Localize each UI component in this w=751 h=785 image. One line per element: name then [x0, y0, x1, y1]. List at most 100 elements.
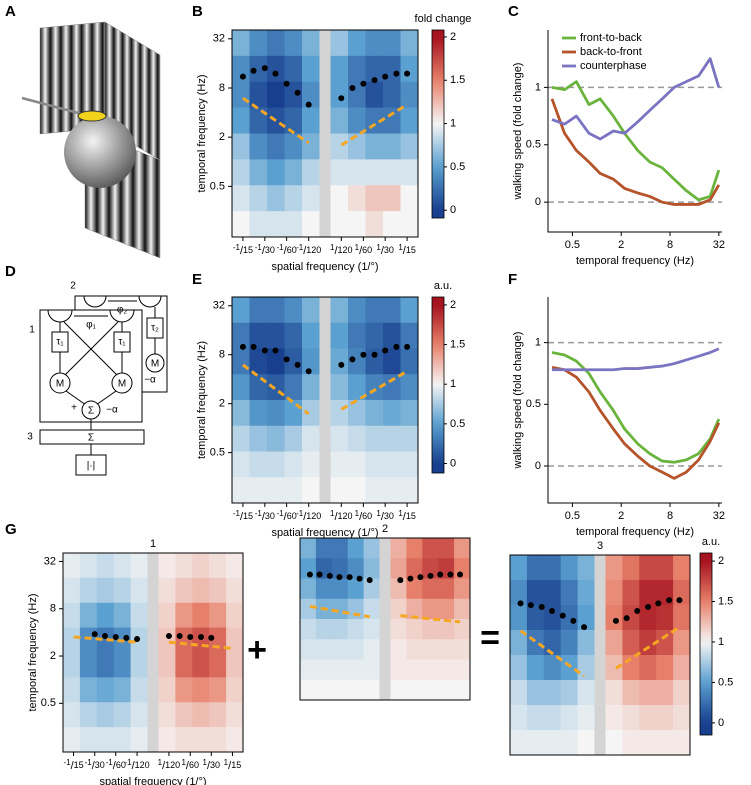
heatmap-cell — [348, 159, 366, 186]
heatmap-cell — [605, 605, 623, 631]
colorbar-tick-label: 1 — [450, 117, 456, 129]
peak-dot — [581, 624, 588, 631]
peak-dot — [634, 608, 641, 615]
heatmap-cell — [175, 553, 193, 579]
heatmap-cell — [560, 655, 578, 681]
heatmap-cell — [113, 577, 131, 604]
heatmap-cell — [510, 705, 528, 731]
x-tick-label: -1/30 — [255, 509, 275, 523]
heatmap-cell — [347, 619, 364, 640]
peak-dot — [393, 343, 400, 350]
illustration-a — [21, 21, 161, 259]
heatmap-cell — [406, 578, 423, 600]
heatmap-cell — [510, 730, 528, 756]
heatmap-cell — [438, 679, 455, 701]
heatmap-cell — [330, 451, 349, 478]
heatmap-cell — [605, 655, 623, 681]
heatmap-cell — [330, 211, 349, 238]
sign: + — [71, 403, 77, 414]
heatmap-cell — [363, 598, 380, 620]
panel-label: F — [508, 271, 517, 288]
heatmap-cell — [300, 538, 317, 559]
x-tick-label: 1/30 — [376, 509, 394, 523]
heatmap-cell — [383, 297, 401, 324]
heatmap-cell — [365, 185, 384, 212]
heatmap-cell — [454, 538, 471, 559]
heatmap-cell — [406, 659, 423, 681]
center-gap — [147, 553, 159, 752]
y-tick-label: 8 — [219, 82, 225, 94]
y-tick-label: 8 — [50, 603, 56, 615]
heatmap-cell — [365, 322, 384, 349]
heatmap-cell — [390, 619, 407, 640]
heatmap-cell — [226, 602, 244, 629]
heatmap-cell — [622, 630, 640, 656]
y-tick-label: 0.5 — [41, 697, 56, 709]
tether — [21, 96, 83, 116]
heatmap-cell — [543, 580, 562, 606]
heatmap-cell — [438, 639, 455, 660]
heatmap-cell — [656, 680, 674, 706]
plus-sign: + — [247, 631, 267, 669]
heatmap-cell — [249, 322, 268, 349]
heatmap-cell — [226, 627, 244, 653]
heatmap-cell — [390, 558, 407, 579]
heatmap-cell — [267, 477, 285, 504]
heatmap-cell — [400, 55, 419, 83]
x-tick-label: -1/30 — [255, 243, 275, 257]
heatmap-cell — [347, 679, 364, 701]
peak-dot — [346, 574, 353, 581]
heatmap-cell — [577, 580, 595, 606]
heatmap-cell — [192, 553, 210, 579]
heatmap-cell — [330, 477, 349, 504]
heatmap-cell — [673, 705, 691, 731]
heatmap-cell — [63, 727, 81, 753]
colorbar-tick-label: 2 — [450, 31, 456, 43]
heatmap-cell — [130, 677, 148, 703]
stage-label: 2 — [70, 281, 76, 292]
x-tick-label: 2 — [618, 239, 624, 251]
heatmap-cell — [348, 30, 366, 57]
peak-dot — [349, 84, 356, 91]
heatmap-cell — [365, 400, 384, 427]
heatmap-cell — [192, 727, 210, 753]
heatmap-cell — [347, 639, 364, 660]
heatmap-cell — [96, 702, 115, 728]
heatmap-cell — [560, 605, 578, 631]
heatmap-cell — [543, 555, 562, 581]
trend-line — [242, 363, 310, 416]
tau-label: τ₁ — [56, 337, 64, 348]
peak-dot — [371, 351, 378, 358]
peak-dot — [382, 347, 389, 354]
y-tick-label: 32 — [213, 33, 225, 45]
x-tick-label: 1/30 — [376, 243, 394, 257]
heatmap-cell — [605, 680, 623, 706]
y-tick-label: 0.5 — [210, 447, 225, 459]
heatmap-cell — [300, 619, 317, 640]
heatmap-cell — [192, 577, 210, 604]
peak-dot — [360, 351, 367, 358]
chart-title: 3 — [597, 540, 603, 552]
heatmap-cell — [347, 659, 364, 681]
heatmap-cell — [639, 580, 657, 606]
heatmap-cell — [249, 425, 268, 452]
heatmap-cell — [560, 630, 578, 656]
colorbar-tick-label: 0.5 — [450, 161, 465, 173]
heatmap-cell — [249, 477, 268, 504]
heatmap-cell — [330, 297, 349, 324]
heatmap-cell — [365, 348, 384, 375]
heatmap-cell — [158, 652, 176, 678]
heatmap-cell — [510, 605, 528, 631]
heatmap-cell — [390, 639, 407, 660]
heatmap-cell — [302, 322, 320, 349]
heatmap-cell — [422, 598, 439, 620]
heatmap-cell — [656, 730, 674, 756]
heatmap-cell — [454, 578, 471, 600]
peak-dot — [427, 572, 434, 579]
heatmap-cell — [400, 81, 419, 109]
heatmap-cell — [577, 630, 595, 656]
sum: Σ — [88, 406, 94, 417]
panel-label: G — [5, 521, 17, 538]
y-axis-label: temporal frequency (Hz) — [196, 341, 208, 459]
heatmap-cell — [526, 605, 545, 631]
